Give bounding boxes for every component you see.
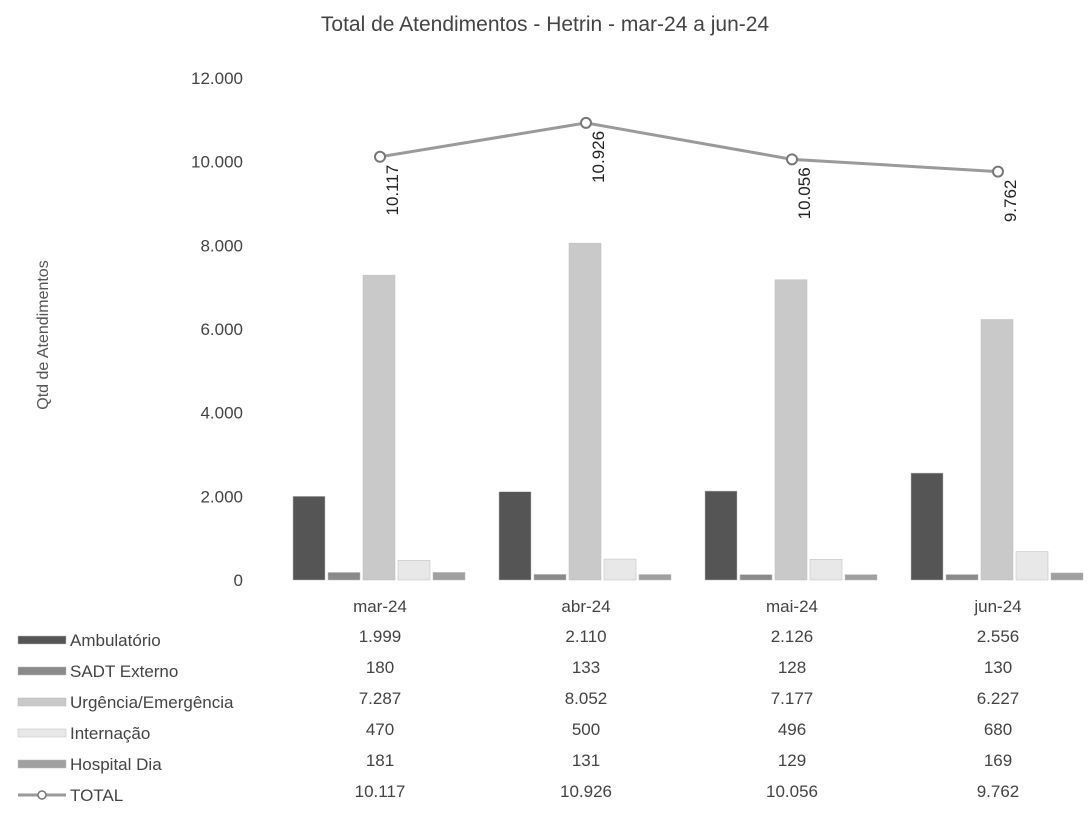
bar-urg-ncia-emerg-ncia-jun-24 [980,319,1014,581]
category-labels: mar-24 abr-24 mai-24 jun-24 [353,597,1022,616]
y-axis-label: Qtd de Atendimentos [35,260,52,409]
bar-hospital-dia-mar-24 [432,572,466,581]
table-cell: 10.926 [560,782,612,801]
table-cell: 496 [778,720,806,739]
category-label: jun-24 [973,597,1021,616]
bar-ambulat-rio-jun-24 [910,472,944,581]
data-table: Ambulatório 1.999 2.110 2.126 2.556 SADT Exte… [17,627,1020,805]
bar-ambulat-rio-mai-24 [704,490,738,581]
bar-interna-o-mai-24 [809,559,843,581]
bar-sadt-externo-abr-24 [533,574,567,581]
table-cell: 130 [984,658,1012,677]
legend-label: Internação [70,724,150,743]
table-cell: 500 [572,720,600,739]
table-cell: 10.117 [355,782,406,801]
table-cell: 680 [984,720,1012,739]
bars [292,242,1084,581]
table-cell: 133 [572,658,600,677]
table-cell: 180 [366,658,394,677]
table-cell: 128 [778,658,806,677]
legend-label: SADT Externo [70,662,178,681]
table-cell: 1.999 [359,627,402,646]
total-data-label: 10.117 [383,165,402,216]
legend-key-total-marker [37,790,47,800]
bar-sadt-externo-mai-24 [739,574,773,581]
y-tick-label: 2.000 [200,487,243,506]
table-cell: 7.177 [771,689,814,708]
bar-sadt-externo-jun-24 [945,574,979,581]
legend-key-sadt-externo [17,666,67,676]
y-tick-label: 6.000 [200,320,243,339]
table-cell: 181 [366,751,394,770]
y-tick-label: 12.000 [191,69,243,88]
table-cell: 2.126 [771,627,814,646]
y-tick-label: 0 [234,571,243,590]
table-cell: 470 [366,720,394,739]
total-point-jun-24 [992,165,1004,178]
bar-interna-o-mar-24 [397,560,431,581]
table-cell: 7.287 [359,689,402,708]
bar-hospital-dia-mai-24 [844,574,878,581]
total-line: 10.117 10.926 10.056 9.762 [374,116,1020,223]
bar-hospital-dia-jun-24 [1050,572,1084,581]
bar-urg-ncia-emerg-ncia-mai-24 [774,279,808,581]
table-cell: 6.227 [977,689,1020,708]
total-point-abr-24 [580,116,592,129]
legend-label: Ambulatório [70,631,161,650]
table-cell: 2.110 [565,627,606,646]
total-point-mai-24 [786,153,798,166]
total-data-label: 10.056 [795,167,814,219]
total-data-label: 9.762 [1001,180,1020,223]
category-label: mar-24 [353,597,407,616]
y-axis-ticks: 0 2.000 4.000 6.000 8.000 10.000 12.000 [191,69,243,590]
bar-urg-ncia-emerg-ncia-mar-24 [362,274,396,581]
table-cell: 131 [572,751,600,770]
bar-ambulat-rio-mar-24 [292,496,326,581]
table-cell: 129 [778,751,806,770]
total-data-label: 10.926 [589,131,608,183]
legend-key-ambulat-rio [17,635,67,645]
legend-key-urg-ncia-emerg-ncia [17,697,67,707]
legend-label: TOTAL [70,786,123,805]
y-tick-label: 10.000 [191,153,243,172]
category-label: mai-24 [766,597,818,616]
y-tick-label: 4.000 [200,404,243,423]
legend-label: Hospital Dia [70,755,162,774]
chart-title: Total de Atendimentos - Hetrin - mar-24 … [321,13,770,36]
legend-label: Urgência/Emergência [70,693,234,712]
legend-key-hospital-dia [17,759,67,769]
table-cell: 8.052 [565,689,608,708]
table-cell: 9.762 [977,782,1020,801]
bar-interna-o-abr-24 [603,558,637,581]
total-point-mar-24 [374,150,386,163]
bar-urg-ncia-emerg-ncia-abr-24 [568,242,602,581]
table-cell: 169 [984,751,1012,770]
table-cell: 2.556 [977,627,1020,646]
bar-sadt-externo-mar-24 [327,572,361,581]
category-label: abr-24 [561,597,610,616]
total-series-line [379,121,999,174]
legend-key-interna-o [17,728,67,738]
bar-hospital-dia-abr-24 [638,574,672,581]
bar-interna-o-jun-24 [1015,551,1049,581]
y-tick-label: 8.000 [200,236,243,255]
table-cell: 10.056 [766,782,818,801]
bar-ambulat-rio-abr-24 [498,491,532,581]
